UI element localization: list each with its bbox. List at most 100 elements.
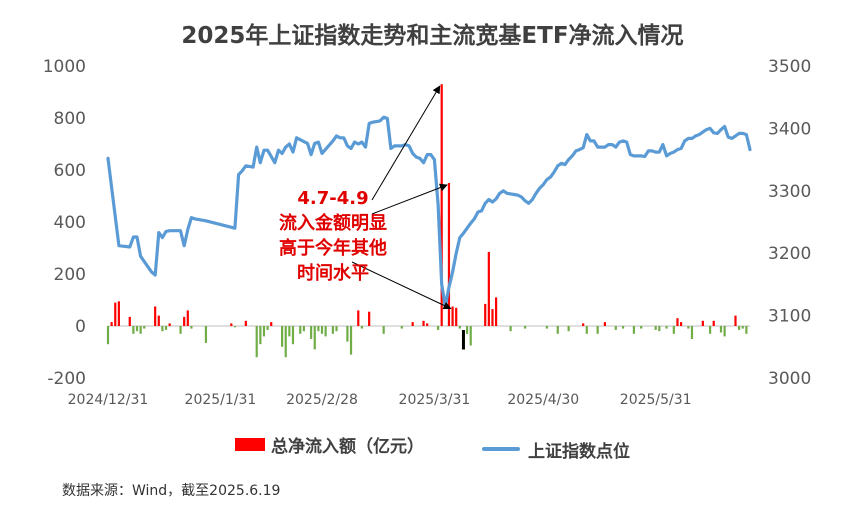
bar-net-inflow (487, 251, 490, 326)
bar-net-inflow (654, 326, 657, 330)
legend-item-bars: 总净流入额（亿元） (235, 432, 424, 457)
bar-net-inflow (157, 315, 160, 326)
bar-net-inflow (230, 323, 233, 326)
bar-net-inflow (658, 326, 661, 332)
bar-net-inflow (545, 326, 548, 329)
annotation-arrow (371, 183, 448, 215)
bar-net-inflow (679, 322, 683, 326)
bar-net-inflow (451, 306, 454, 326)
bar-net-inflow (259, 326, 262, 345)
bar-net-inflow (596, 326, 599, 334)
y-left-tick-label: 200 (54, 265, 86, 285)
x-tick-label: 2025/3/31 (399, 392, 471, 408)
y-right-tick-label: 3200 (768, 244, 811, 264)
bar-net-inflow (270, 322, 273, 326)
bar-net-inflow (723, 326, 726, 337)
legend-bar-swatch (235, 438, 266, 451)
bar-net-inflow (614, 326, 617, 330)
bar-net-inflow (128, 316, 131, 326)
y-left-tick-label: -200 (47, 369, 86, 389)
bar-net-inflow (491, 309, 494, 326)
legend-line-swatch (481, 447, 520, 451)
bar-net-inflow (106, 326, 110, 345)
y-left-tick-label: 400 (54, 213, 86, 233)
bar-net-inflow (331, 326, 334, 334)
bar-net-inflow (266, 326, 269, 330)
bar-net-inflow (567, 326, 570, 332)
bar-net-inflow (204, 326, 208, 343)
bar-net-inflow (640, 326, 643, 329)
bar-net-inflow (382, 326, 385, 334)
bar-net-inflow (524, 326, 527, 329)
annotation-text: 4.7-4.9 流入金额明显 高于今年其他 时间水平 (258, 186, 408, 286)
bar-net-inflow (164, 326, 168, 330)
chart-legend: 总净流入额（亿元） 上证指数点位 (0, 432, 865, 462)
bar-net-inflow (556, 326, 559, 334)
annotation-arrow (371, 85, 441, 201)
bar-net-inflow (299, 326, 302, 334)
bar-net-inflow (426, 323, 429, 326)
bar-net-inflow (324, 326, 327, 337)
annotation-line: 高于今年其他 (279, 238, 387, 259)
bar-net-inflow (709, 326, 712, 334)
bar-net-inflow (621, 326, 625, 329)
bar-net-inflow (509, 326, 512, 332)
y-right-tick-label: 3000 (768, 369, 811, 389)
bar-net-inflow (244, 320, 247, 326)
bar-net-inflow (349, 326, 353, 355)
bar-net-inflow (712, 320, 715, 326)
bar-net-inflow (262, 326, 266, 337)
bar-net-inflow (288, 326, 291, 337)
x-tick-label: 2024/12/31 (68, 392, 149, 408)
source-note: 数据来源：Wind，截至2025.6.19 (62, 483, 281, 499)
bar-net-inflow (183, 316, 186, 326)
bar-net-inflow (357, 310, 360, 326)
bar-net-inflow (284, 326, 287, 358)
annotation-line: 4.7-4.9 (297, 188, 369, 209)
bar-net-inflow (335, 326, 338, 332)
bar-net-inflow (741, 326, 744, 329)
bar-net-inflow (179, 326, 182, 334)
bar-net-inflow (440, 84, 443, 326)
bar-net-inflow (465, 326, 469, 334)
bar-net-inflow (139, 326, 142, 334)
y-left-tick-label: 800 (54, 109, 86, 129)
bar-net-inflow (734, 315, 737, 326)
bar-net-inflow (143, 326, 146, 329)
y-right-tick-label: 3400 (768, 119, 811, 139)
bar-net-inflow (436, 326, 440, 330)
chart-title: 2025年上证指数走势和主流宽基ETF净流入情况 (181, 23, 684, 49)
bar-net-inflow (317, 326, 320, 332)
bar-net-inflow (302, 326, 305, 332)
bar-net-inflow (672, 326, 675, 334)
legend-item-line: 上证指数点位 (481, 437, 630, 462)
bar-net-inflow (665, 326, 668, 329)
annotation-line: 时间水平 (297, 263, 369, 284)
bar-net-inflow (632, 326, 636, 334)
bar-net-inflow (117, 301, 120, 326)
bar-net-inflow (719, 326, 723, 333)
bar-net-inflow (186, 310, 189, 326)
line-sse-index (106, 115, 752, 308)
bar-net-inflow (582, 323, 585, 326)
bar-net-inflow (455, 307, 458, 326)
bar-net-inflow (360, 326, 363, 329)
bar-net-inflow (168, 323, 171, 326)
bar-net-inflow (368, 311, 371, 326)
bar-net-inflow (255, 326, 258, 358)
bar-net-inflow (687, 326, 690, 329)
bar-net-inflow (313, 326, 316, 350)
x-tick-label: 2025/1/31 (185, 392, 257, 408)
bar-net-inflow (585, 326, 588, 334)
bar-net-inflow (484, 303, 487, 326)
x-tick-label: 2025/2/28 (286, 392, 358, 408)
bar-net-inflow (676, 318, 679, 326)
bar-net-inflow (132, 326, 135, 334)
y-left-tick-label: 600 (54, 161, 86, 181)
y-left-tick-label: 0 (75, 317, 86, 337)
y-left-tick-label: 1000 (43, 57, 86, 77)
bar-net-inflow (135, 326, 139, 332)
bar-net-inflow (400, 326, 403, 329)
bar-highlight (461, 330, 465, 350)
